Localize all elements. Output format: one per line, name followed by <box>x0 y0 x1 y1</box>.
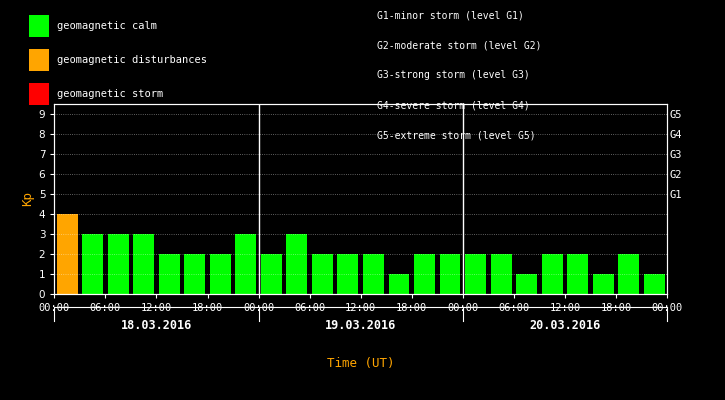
Text: G2-moderate storm (level G2): G2-moderate storm (level G2) <box>377 40 542 50</box>
Text: G3-strong storm (level G3): G3-strong storm (level G3) <box>377 70 530 80</box>
Bar <box>414 254 435 294</box>
Bar <box>57 214 78 294</box>
Bar <box>593 274 613 294</box>
Bar <box>389 274 410 294</box>
Text: geomagnetic disturbances: geomagnetic disturbances <box>57 55 207 65</box>
Bar <box>108 234 128 294</box>
Bar <box>337 254 358 294</box>
Bar <box>236 234 256 294</box>
Bar <box>669 254 690 294</box>
Bar <box>184 254 205 294</box>
Bar <box>210 254 231 294</box>
Bar <box>644 274 665 294</box>
Bar <box>82 234 103 294</box>
Bar <box>542 254 563 294</box>
Bar <box>286 234 307 294</box>
Bar <box>465 254 486 294</box>
Text: geomagnetic storm: geomagnetic storm <box>57 89 163 99</box>
Bar <box>618 254 639 294</box>
Bar <box>439 254 460 294</box>
Bar <box>133 234 154 294</box>
Bar <box>695 254 716 294</box>
Text: 20.03.2016: 20.03.2016 <box>529 319 600 332</box>
Bar <box>516 274 537 294</box>
Bar <box>567 254 588 294</box>
Bar <box>491 254 512 294</box>
Text: G4-severe storm (level G4): G4-severe storm (level G4) <box>377 100 530 110</box>
Bar <box>363 254 384 294</box>
Text: Time (UT): Time (UT) <box>327 358 394 370</box>
Y-axis label: Kp: Kp <box>22 192 35 206</box>
Bar <box>159 254 180 294</box>
Text: 19.03.2016: 19.03.2016 <box>325 319 397 332</box>
Bar <box>312 254 333 294</box>
Bar <box>261 254 282 294</box>
Text: G1-minor storm (level G1): G1-minor storm (level G1) <box>377 10 524 20</box>
Text: 18.03.2016: 18.03.2016 <box>121 319 192 332</box>
Text: geomagnetic calm: geomagnetic calm <box>57 20 157 31</box>
Text: G5-extreme storm (level G5): G5-extreme storm (level G5) <box>377 130 536 140</box>
